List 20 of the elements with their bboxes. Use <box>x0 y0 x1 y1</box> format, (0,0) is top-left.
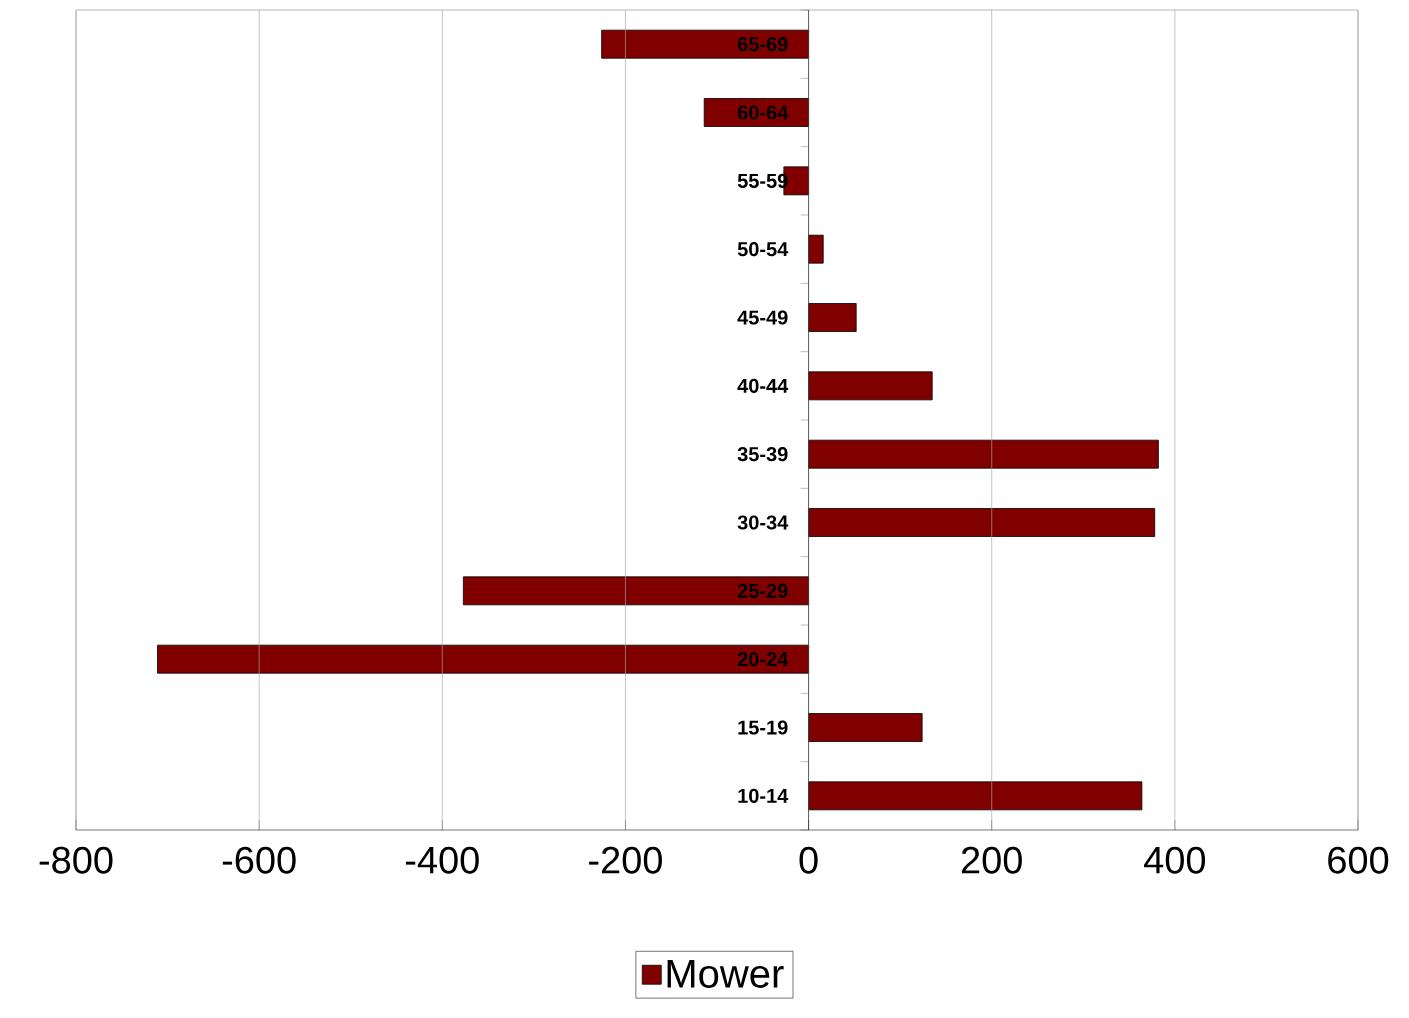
legend-label: Mower <box>667 959 784 988</box>
x-tick-label: -400 <box>405 846 479 874</box>
y-tick-label: 65-69 <box>737 37 788 52</box>
y-tick-label: 10-14 <box>738 788 789 803</box>
y-tick-label: 30-34 <box>737 515 789 530</box>
y-tick-label: 20-24 <box>737 652 789 667</box>
y-tick-label: 35-39 <box>737 447 788 462</box>
x-tick-label: -600 <box>222 846 296 874</box>
y-tick-label: 15-19 <box>738 720 788 735</box>
x-tick-label: -200 <box>589 846 662 874</box>
x-tick-label: 0 <box>799 846 818 874</box>
x-tick-label: 600 <box>1328 846 1389 874</box>
y-tick-label: 45-49 <box>737 310 788 325</box>
y-tick-label: 40-44 <box>737 378 789 393</box>
y-tick-label: 60-64 <box>737 105 789 120</box>
x-tick-label: 400 <box>1144 846 1206 874</box>
x-tick-label: 200 <box>961 846 1022 874</box>
x-tick-label: -800 <box>39 846 113 874</box>
y-tick-label: 50-54 <box>737 242 789 257</box>
y-tick-label: 25-29 <box>737 583 788 598</box>
